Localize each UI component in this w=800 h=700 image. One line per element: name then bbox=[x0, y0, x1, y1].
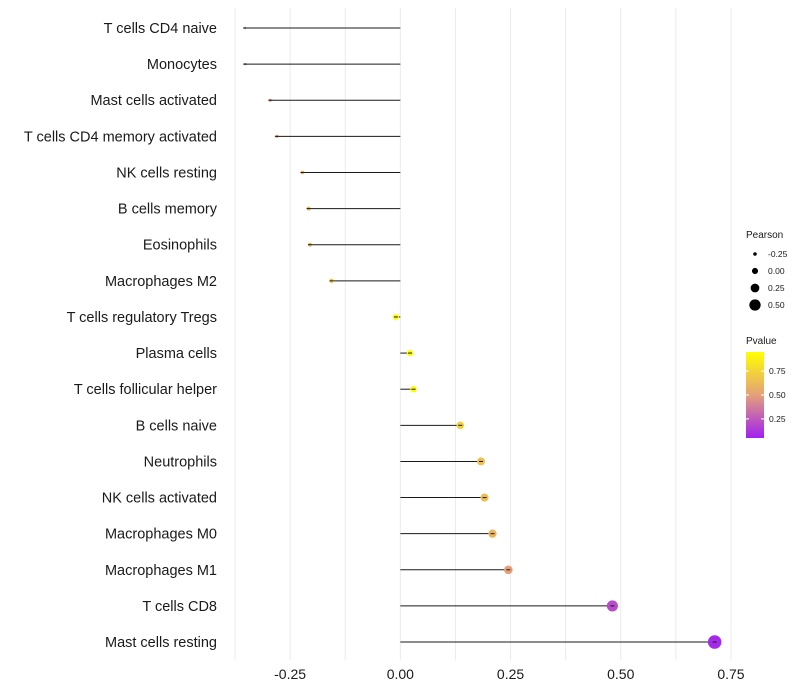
category-label: T cells follicular helper bbox=[74, 382, 217, 398]
category-label: Eosinophils bbox=[143, 238, 217, 254]
y-axis-labels: T cells CD4 naive Monocytes Mast cells act… bbox=[24, 21, 218, 651]
category-label: B cells memory bbox=[118, 202, 218, 218]
color-legend-label: 0.25 bbox=[769, 414, 786, 424]
color-legend-label: 0.75 bbox=[769, 366, 786, 376]
category-label: Plasma cells bbox=[136, 346, 217, 362]
category-label: B cells naive bbox=[136, 418, 217, 434]
legend: Pearson -0.25 0.00 0.25 0.50 Pvalue 0.75 0.5… bbox=[746, 230, 788, 438]
x-axis-labels: -0.25 0.00 0.25 0.50 0.75 bbox=[274, 666, 745, 682]
x-tick-label: 0.00 bbox=[387, 666, 414, 682]
size-legend-key bbox=[749, 299, 761, 311]
category-label: Monocytes bbox=[147, 57, 217, 73]
color-legend-title: Pvalue bbox=[746, 336, 777, 347]
category-label: Macrophages M2 bbox=[105, 274, 217, 290]
size-legend-key bbox=[753, 252, 757, 256]
x-tick-label: 0.50 bbox=[607, 666, 634, 682]
x-tick-label: -0.25 bbox=[274, 666, 306, 682]
category-label: T cells CD4 memory activated bbox=[24, 129, 217, 145]
size-legend-items: -0.25 0.00 0.25 0.50 bbox=[749, 249, 788, 311]
size-legend-title: Pearson bbox=[746, 230, 783, 241]
size-legend-label: 0.25 bbox=[768, 283, 785, 293]
color-legend-label: 0.50 bbox=[769, 390, 786, 400]
x-tick-label: 0.75 bbox=[717, 666, 744, 682]
x-tick-label: 0.25 bbox=[497, 666, 524, 682]
category-label: Mast cells activated bbox=[90, 93, 217, 109]
size-legend-label: 0.50 bbox=[768, 300, 785, 310]
size-legend-label: 0.00 bbox=[768, 266, 785, 276]
size-legend-key bbox=[751, 267, 759, 275]
color-bar bbox=[746, 352, 764, 438]
category-label: T cells regulatory Tregs bbox=[67, 310, 217, 326]
size-legend-label: -0.25 bbox=[768, 249, 788, 259]
category-label: NK cells activated bbox=[102, 491, 217, 507]
category-label: Mast cells resting bbox=[105, 635, 217, 651]
category-label: Neutrophils bbox=[144, 454, 217, 470]
stems bbox=[245, 27, 715, 643]
grid bbox=[234, 8, 732, 660]
color-legend-ticks: 0.75 0.50 0.25 bbox=[746, 366, 786, 424]
points bbox=[243, 26, 722, 649]
category-label: Macrophages M1 bbox=[105, 563, 217, 579]
category-label: Macrophages M0 bbox=[105, 527, 217, 543]
category-label: T cells CD4 naive bbox=[104, 21, 217, 37]
category-label: NK cells resting bbox=[116, 165, 217, 181]
category-label: T cells CD8 bbox=[142, 599, 217, 615]
size-legend-key bbox=[750, 283, 760, 293]
